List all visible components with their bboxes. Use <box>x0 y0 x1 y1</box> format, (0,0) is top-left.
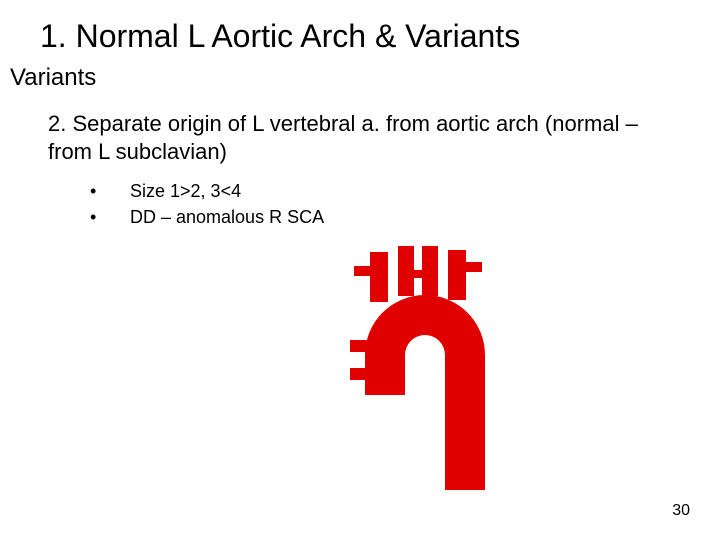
aortic-arch-diagram <box>310 240 520 500</box>
bullet-marker: • <box>90 178 130 204</box>
slide: 1. Normal L Aortic Arch & Variants Varia… <box>0 0 720 540</box>
aortic-arch-svg <box>310 240 520 495</box>
bullet-item: • DD – anomalous R SCA <box>90 204 324 230</box>
slide-title: 1. Normal L Aortic Arch & Variants <box>40 18 520 55</box>
list-item-2: 2. Separate origin of L vertebral a. fro… <box>48 110 660 165</box>
list-item-2-number: 2. <box>48 111 66 136</box>
list-item-2-text: Separate origin of L vertebral a. from a… <box>48 111 638 164</box>
slide-subtitle: Variants <box>10 64 96 92</box>
bullet-list: • Size 1>2, 3<4 • DD – anomalous R SCA <box>90 178 324 230</box>
bullet-text: Size 1>2, 3<4 <box>130 178 241 204</box>
bullet-text: DD – anomalous R SCA <box>130 204 324 230</box>
page-number: 30 <box>672 502 690 520</box>
bullet-item: • Size 1>2, 3<4 <box>90 178 324 204</box>
bullet-marker: • <box>90 204 130 230</box>
